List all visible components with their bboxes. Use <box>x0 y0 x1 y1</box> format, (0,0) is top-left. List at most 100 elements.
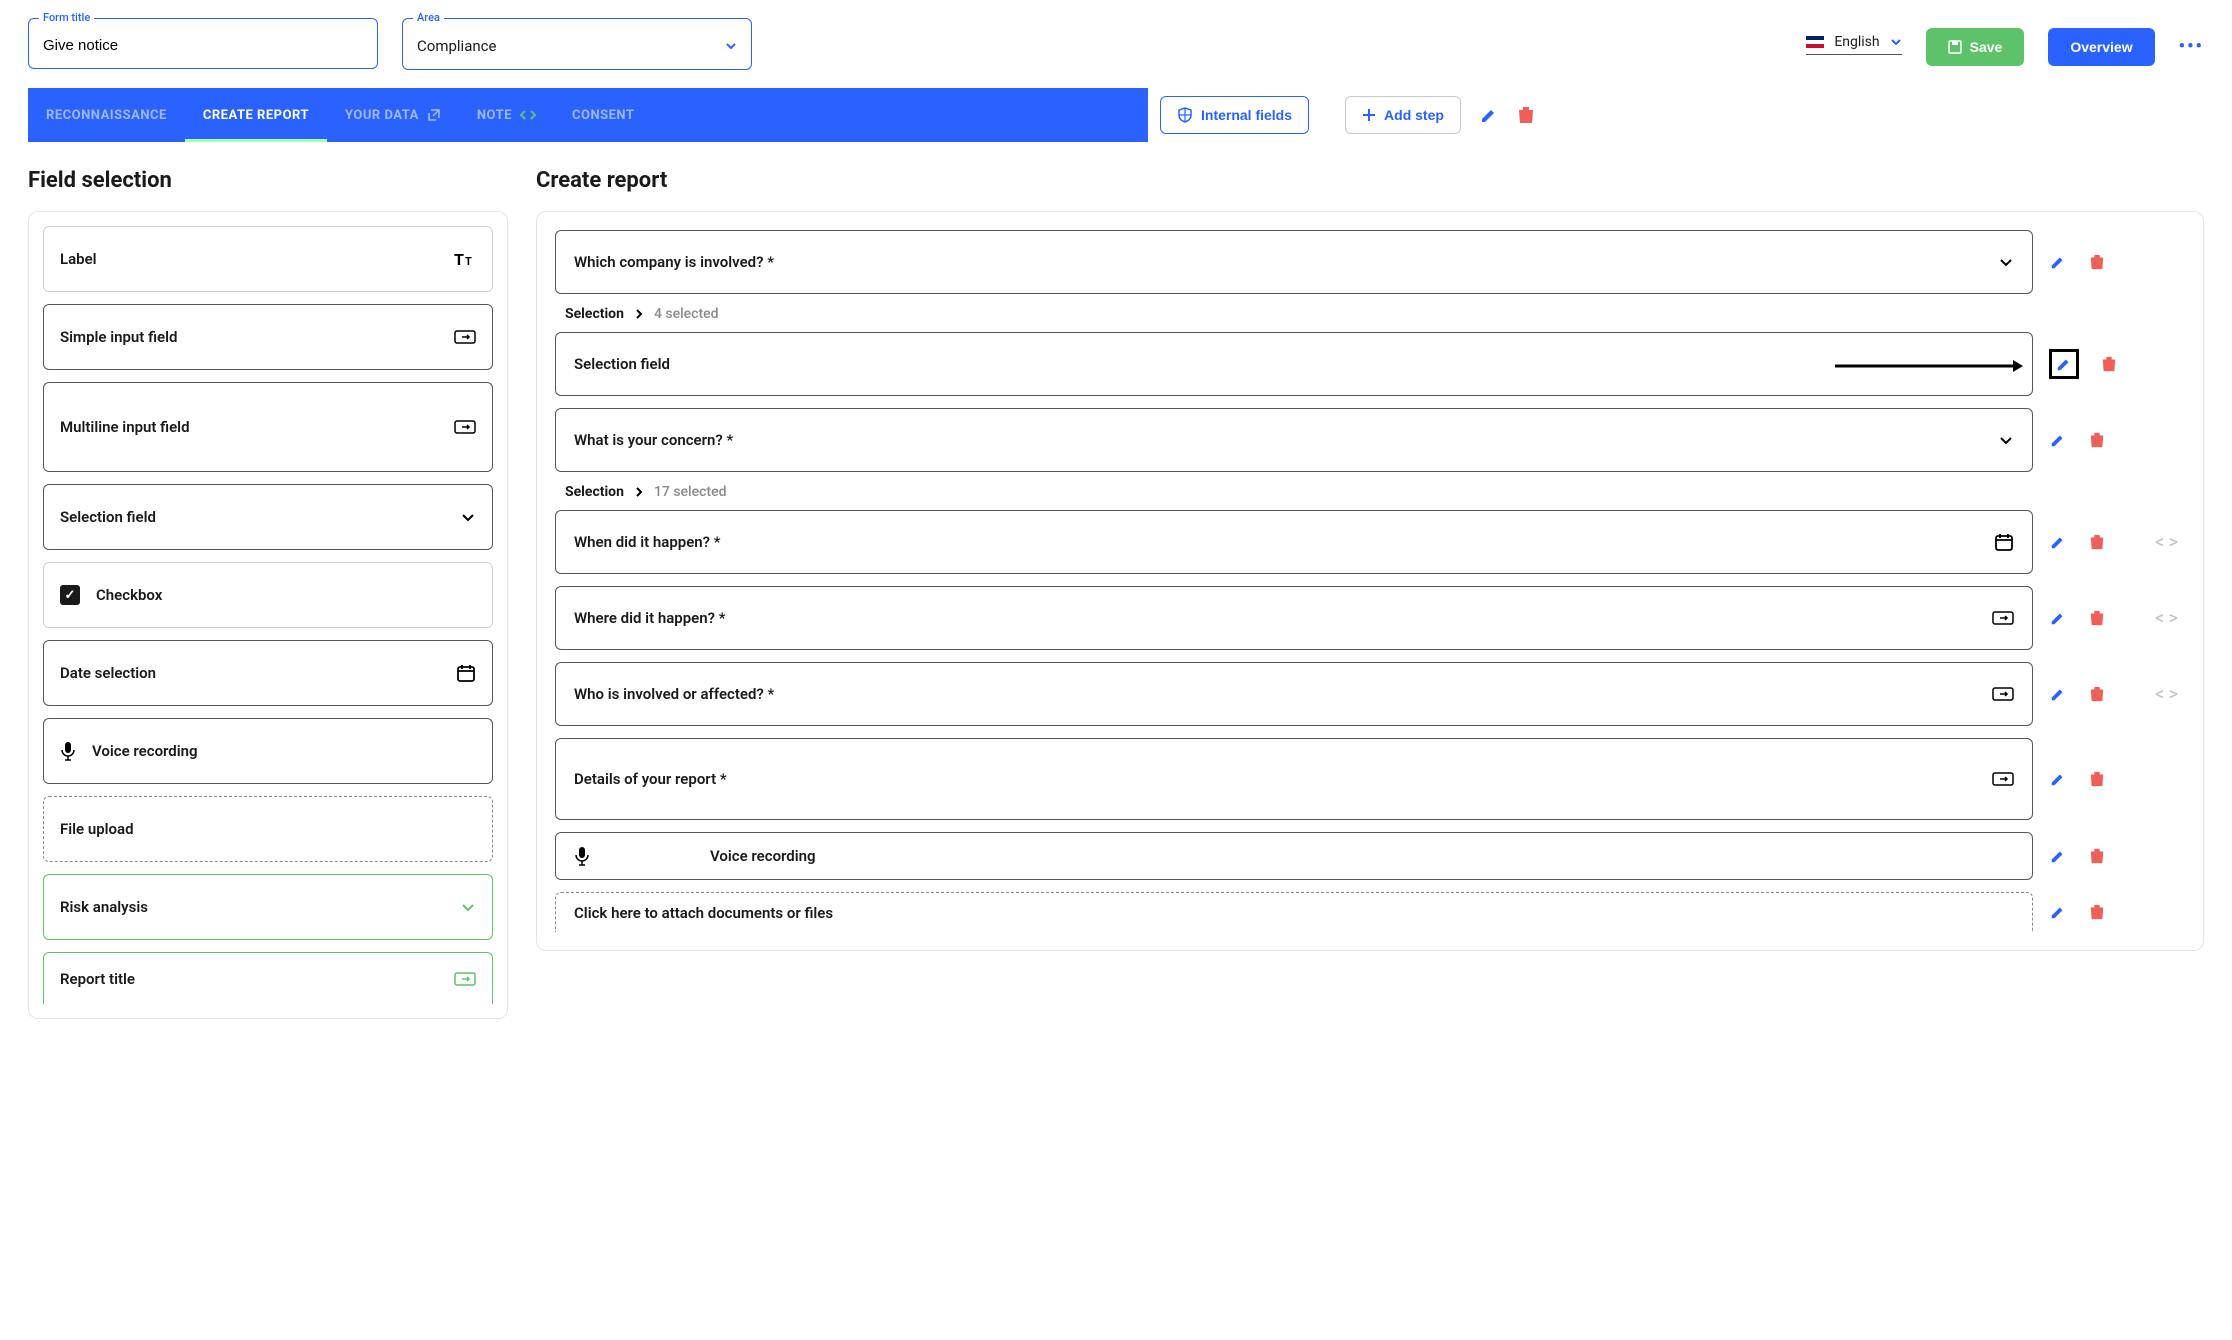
delete-field-button[interactable] <box>2089 770 2105 788</box>
palette-item-risk-analysis[interactable]: Risk analysis <box>43 874 493 940</box>
language-select[interactable]: English <box>1806 34 1901 55</box>
svg-text:T: T <box>465 255 472 268</box>
overview-button[interactable]: Overview <box>2048 28 2154 66</box>
delete-step-button[interactable] <box>1517 105 1535 125</box>
delete-field-button[interactable] <box>2089 847 2105 865</box>
trash-icon <box>2089 533 2105 551</box>
chevron-down-icon <box>725 40 737 52</box>
field-when[interactable]: When did it happen? * <box>555 510 2033 574</box>
chevron-right-icon <box>634 309 644 319</box>
form-title-field[interactable]: Form title <box>28 18 378 69</box>
input-icon <box>454 970 476 988</box>
field-concern[interactable]: What is your concern? * <box>555 408 2033 472</box>
pencil-icon <box>1479 105 1499 125</box>
edit-field-button[interactable] <box>2049 533 2067 551</box>
tabs-row: RECONNAISSANCE CREATE REPORT YOUR DATA N… <box>0 88 2232 142</box>
language-value: English <box>1834 34 1879 50</box>
field-row: Who is involved or affected? * < > <box>555 662 2185 726</box>
delete-field-button[interactable] <box>2089 431 2105 449</box>
edit-field-button[interactable] <box>2049 685 2067 703</box>
field-palette-sidebar: Field selection Label TT Simple input fi… <box>28 168 508 1019</box>
trash-icon <box>2089 431 2105 449</box>
shield-icon <box>1177 107 1193 123</box>
palette-item-selection-field[interactable]: Selection field <box>43 484 493 550</box>
palette-item-date-selection[interactable]: Date selection <box>43 640 493 706</box>
edit-field-button-highlighted[interactable] <box>2049 349 2079 379</box>
field-upload[interactable]: Click here to attach documents or files <box>555 892 2033 932</box>
field-row: When did it happen? * < > <box>555 510 2185 574</box>
delete-field-button[interactable] <box>2089 253 2105 271</box>
input-icon <box>454 418 476 436</box>
delete-field-button[interactable] <box>2089 609 2105 627</box>
code-indicator: < > <box>2155 684 2185 705</box>
calendar-icon <box>1994 532 2014 552</box>
chevron-right-icon <box>634 487 644 497</box>
add-step-button[interactable]: Add step <box>1345 96 1461 134</box>
field-where[interactable]: Where did it happen? * <box>555 586 2033 650</box>
save-button[interactable]: Save <box>1926 28 2025 66</box>
pencil-icon <box>2049 253 2067 271</box>
palette-item-report-title[interactable]: Report title <box>43 952 493 1004</box>
preview-container: Which company is involved? * Selection 4… <box>536 211 2204 951</box>
palette-item-simple-input[interactable]: Simple input field <box>43 304 493 370</box>
field-row: Voice recording <box>555 832 2185 880</box>
field-who[interactable]: Who is involved or affected? * <box>555 662 2033 726</box>
area-label: Area <box>413 11 444 24</box>
edit-field-button[interactable] <box>2049 431 2067 449</box>
selection-breadcrumb: Selection 17 selected <box>565 484 2185 500</box>
delete-field-button[interactable] <box>2089 533 2105 551</box>
edit-field-button[interactable] <box>2049 903 2067 921</box>
delete-field-button[interactable] <box>2089 685 2105 703</box>
chevron-down-icon <box>460 509 476 525</box>
svg-text:T: T <box>454 250 464 268</box>
chevron-down-icon <box>1998 254 2014 270</box>
palette-item-multiline-input[interactable]: Multiline input field <box>43 382 493 472</box>
palette-item-label[interactable]: Label TT <box>43 226 493 292</box>
code-icon <box>520 109 536 121</box>
trash-icon <box>2101 355 2117 373</box>
edit-field-button[interactable] <box>2049 847 2067 865</box>
area-select[interactable]: Area Compliance <box>402 18 752 70</box>
delete-field-button[interactable] <box>2089 903 2105 921</box>
more-menu[interactable]: ••• <box>2179 36 2204 57</box>
sidebar-title: Field selection <box>28 168 508 193</box>
field-selection[interactable]: Selection field <box>555 332 2033 396</box>
save-label: Save <box>1970 39 2003 55</box>
pencil-icon <box>2049 609 2067 627</box>
palette-item-file-upload[interactable]: File upload <box>43 796 493 862</box>
chevron-down-icon <box>460 899 476 915</box>
external-link-icon <box>427 108 441 122</box>
pencil-icon <box>2049 431 2067 449</box>
edit-field-button[interactable] <box>2049 609 2067 627</box>
tab-reconnaissance[interactable]: RECONNAISSANCE <box>28 88 185 142</box>
field-row: Where did it happen? * < > <box>555 586 2185 650</box>
trash-icon <box>1517 105 1535 125</box>
annotation-arrow <box>1835 358 2025 374</box>
tab-consent[interactable]: CONSENT <box>554 88 653 142</box>
field-row: What is your concern? * <box>555 408 2185 472</box>
field-details[interactable]: Details of your report * <box>555 738 2033 820</box>
trash-icon <box>2089 685 2105 703</box>
plus-icon <box>1362 108 1376 122</box>
form-title-input[interactable] <box>43 37 363 54</box>
pencil-icon <box>2049 685 2067 703</box>
field-voice[interactable]: Voice recording <box>555 832 2033 880</box>
tab-create-report[interactable]: CREATE REPORT <box>185 88 327 142</box>
content-title: Create report <box>536 168 2204 193</box>
trash-icon <box>2089 253 2105 271</box>
edit-field-button[interactable] <box>2049 253 2067 271</box>
tab-note[interactable]: NOTE <box>459 88 554 142</box>
chevron-down-icon <box>1890 36 1902 48</box>
input-icon <box>1992 685 2014 703</box>
delete-field-button[interactable] <box>2101 355 2117 373</box>
edit-field-button[interactable] <box>2049 770 2067 788</box>
palette-item-checkbox[interactable]: ✓ Checkbox <box>43 562 493 628</box>
field-company[interactable]: Which company is involved? * <box>555 230 2033 294</box>
edit-step-button[interactable] <box>1479 105 1499 125</box>
tab-your-data[interactable]: YOUR DATA <box>327 88 459 142</box>
pencil-icon <box>2049 903 2067 921</box>
palette-item-voice-recording[interactable]: Voice recording <box>43 718 493 784</box>
input-icon <box>1992 770 2014 788</box>
input-icon <box>1992 609 2014 627</box>
internal-fields-button[interactable]: Internal fields <box>1160 96 1309 134</box>
